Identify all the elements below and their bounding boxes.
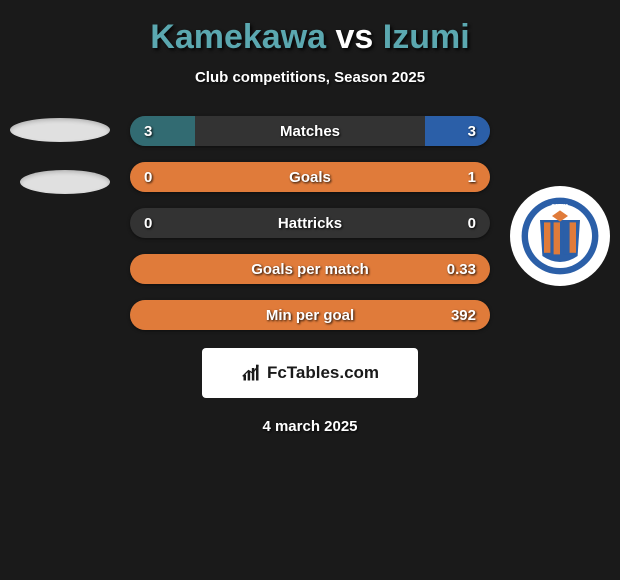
club-crest-icon: OMIYA: [520, 196, 600, 276]
ellipse-icon: [10, 118, 110, 142]
stat-fill-right: [425, 116, 490, 146]
stat-row: 0 Hattricks 0: [130, 208, 490, 238]
stat-row: Goals per match 0.33: [130, 254, 490, 284]
subtitle: Club competitions, Season 2025: [0, 69, 620, 86]
stat-row: 3 Matches 3: [130, 116, 490, 146]
date-label: 4 march 2025: [0, 418, 620, 435]
brand-footer[interactable]: FcTables.com: [202, 348, 418, 398]
stat-value-right: 392: [451, 307, 476, 324]
ellipse-icon: [20, 170, 110, 194]
stat-value-right: 1: [468, 169, 476, 186]
svg-text:OMIYA: OMIYA: [551, 204, 569, 210]
player2-badge: OMIYA: [510, 186, 610, 286]
stat-label: Goals per match: [251, 261, 369, 278]
stat-label: Hattricks: [278, 215, 342, 232]
vs-text: vs: [336, 18, 374, 56]
chart-icon: [241, 363, 261, 383]
stat-row: Min per goal 392: [130, 300, 490, 330]
stat-value-right: 3: [468, 123, 476, 140]
player1-name: Kamekawa: [150, 18, 326, 56]
page-title: Kamekawa vs Izumi: [0, 18, 620, 57]
stat-value-left: 0: [144, 169, 152, 186]
player1-badge: [10, 106, 110, 206]
stat-value-left: 0: [144, 215, 152, 232]
stat-value-left: 3: [144, 123, 152, 140]
stat-label: Min per goal: [266, 307, 354, 324]
stat-fill-left: [130, 116, 195, 146]
stat-label: Goals: [289, 169, 331, 186]
player2-name: Izumi: [383, 18, 470, 56]
stat-value-right: 0.33: [447, 261, 476, 278]
stat-label: Matches: [280, 123, 340, 140]
placeholder-badge-left: [10, 118, 110, 194]
brand-text: FcTables.com: [267, 363, 379, 383]
stat-row: 0 Goals 1: [130, 162, 490, 192]
stats-area: OMIYA 3 Matches 3 0 Goals 1 0 Hattricks 0 Goals p…: [0, 116, 620, 330]
comparison-container: Kamekawa vs Izumi Club competitions, Sea…: [0, 0, 620, 580]
stat-value-right: 0: [468, 215, 476, 232]
